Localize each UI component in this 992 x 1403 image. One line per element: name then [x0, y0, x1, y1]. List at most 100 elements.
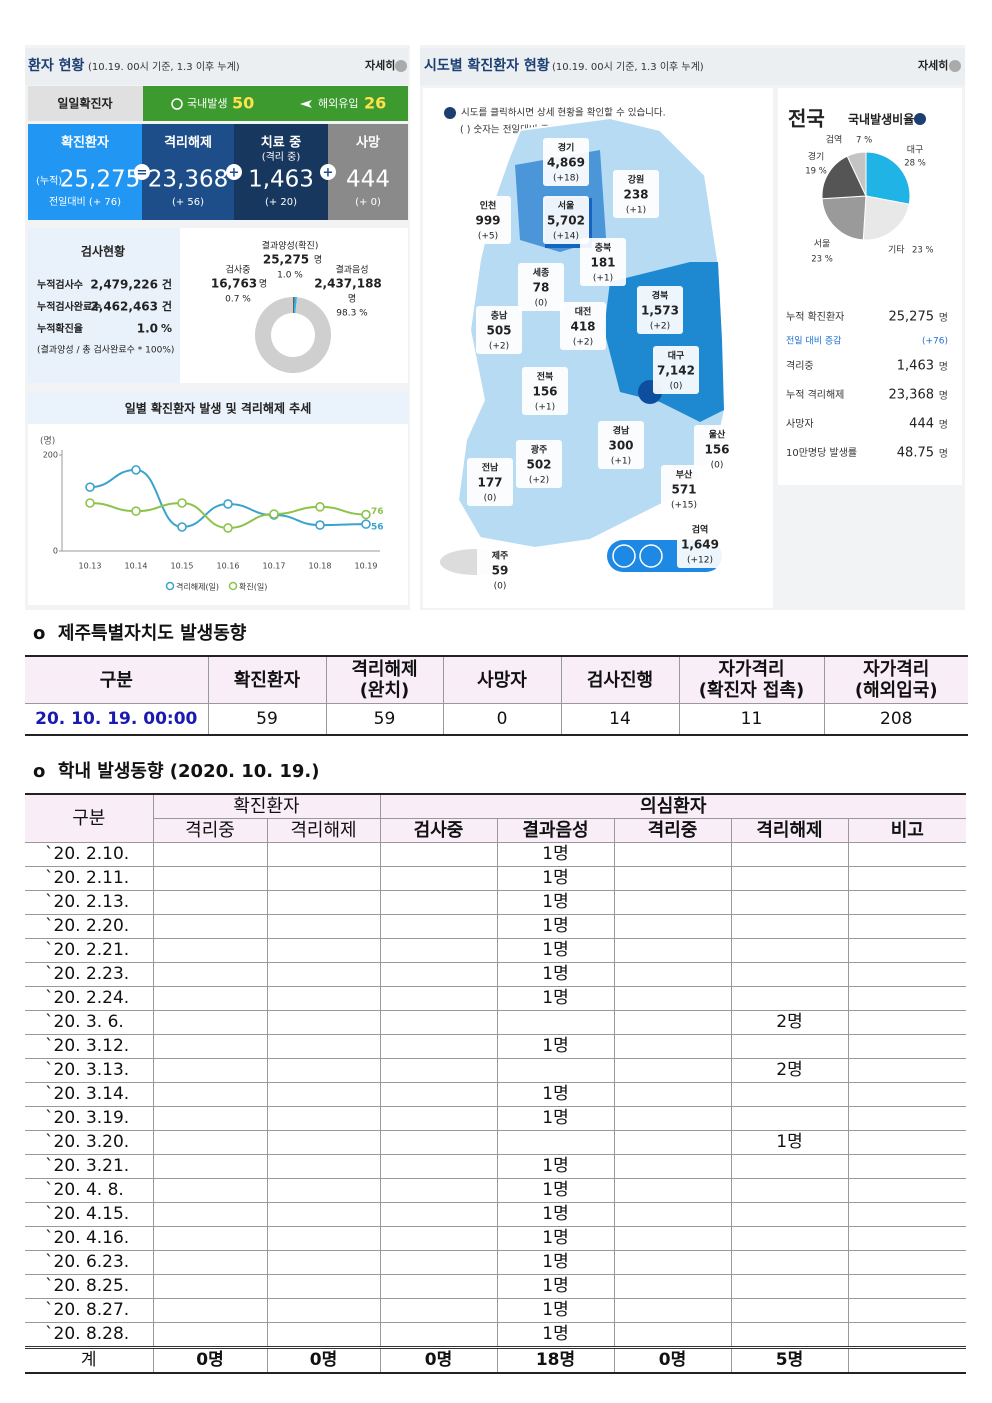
- region-name[interactable]: 전남: [482, 462, 499, 474]
- cell: [613, 938, 732, 963]
- row: 20. 10. 19. 00:00 59 59 0 14 11 208: [25, 703, 968, 736]
- daily-label-box: [28, 86, 143, 121]
- cell: [379, 1274, 498, 1299]
- region-name[interactable]: 부산: [676, 469, 693, 481]
- card-title: 치료 중: [261, 135, 301, 151]
- cell: [847, 1202, 967, 1227]
- tests-value: 1.0: [137, 322, 158, 336]
- region-label-box: [677, 520, 723, 568]
- region-value: 177: [477, 476, 502, 490]
- cell: [730, 986, 849, 1011]
- cell: [266, 1154, 381, 1179]
- cell: 1명: [496, 1250, 615, 1275]
- region-name[interactable]: 전북: [537, 371, 554, 383]
- region-name[interactable]: 인천: [480, 201, 497, 212]
- donut-segment: [293, 297, 295, 314]
- cell: 1명: [496, 1298, 615, 1323]
- cell: [613, 1130, 732, 1155]
- region-name[interactable]: 검역: [692, 524, 709, 536]
- cell: [266, 1322, 381, 1348]
- region-name[interactable]: 대전: [575, 306, 592, 318]
- row: `20. 2.11. 1명: [25, 866, 967, 891]
- point: [85, 498, 95, 508]
- region-name[interactable]: 충북: [595, 242, 612, 254]
- cell: [266, 1082, 381, 1107]
- region-name[interactable]: 충남: [491, 310, 508, 322]
- cell: [847, 1106, 967, 1131]
- region-name[interactable]: 서울: [558, 200, 575, 212]
- cell: [496, 1130, 615, 1155]
- header-cell: 격리해제: [730, 818, 849, 843]
- region-name[interactable]: 세종: [533, 267, 550, 279]
- cell: [613, 1082, 732, 1107]
- cell: 2명: [730, 1010, 849, 1035]
- cell: 1명: [496, 914, 615, 939]
- region-label-box: [598, 421, 644, 469]
- card-title: 확진환자: [61, 135, 109, 151]
- region-name[interactable]: 울산: [709, 429, 726, 441]
- row: `20. 8.28. 1명: [25, 1322, 967, 1348]
- region-value: 156: [532, 385, 557, 399]
- region-change: (+2): [573, 338, 593, 348]
- region-value: 300: [608, 439, 633, 453]
- cell: [613, 962, 732, 987]
- cell: `20. 4.16.: [25, 1226, 154, 1251]
- pie-slice: [846, 151, 867, 197]
- card-sub: 전일대비 (+ 76): [49, 196, 121, 208]
- cell: [730, 842, 849, 867]
- cell: [152, 1226, 268, 1251]
- region-name[interactable]: 경남: [613, 425, 630, 437]
- cell: [266, 1250, 381, 1275]
- cell: 59: [207, 703, 327, 736]
- region-name[interactable]: 경북: [652, 290, 669, 302]
- region-name[interactable]: 강원: [628, 174, 645, 186]
- unit: %: [161, 322, 172, 335]
- region-label-box: [518, 263, 564, 311]
- region-name[interactable]: 제주: [492, 550, 509, 562]
- cell: 계: [25, 1346, 154, 1374]
- cell: [379, 938, 498, 963]
- cell: [152, 938, 268, 963]
- more-link[interactable]: 자세히: [918, 58, 948, 72]
- point: [177, 522, 187, 532]
- cell: 1명: [496, 1274, 615, 1299]
- card: [142, 124, 234, 220]
- cell: [152, 1154, 268, 1179]
- slice-name: 서울: [814, 239, 831, 250]
- more-link[interactable]: 자세히: [365, 58, 395, 72]
- row: `20. 2.24. 1명: [25, 986, 967, 1011]
- region-name[interactable]: 대구: [668, 350, 685, 362]
- data-label: 76: [371, 507, 384, 517]
- region-name[interactable]: 광주: [531, 444, 548, 456]
- header-cell: 구분: [25, 655, 209, 704]
- cell: [847, 890, 967, 915]
- point: [315, 502, 325, 512]
- cell: [847, 1082, 967, 1107]
- unit: 명: [939, 419, 948, 431]
- region-value: 78: [533, 281, 550, 295]
- region-value: 571: [671, 483, 696, 497]
- region-change: (+1): [593, 274, 613, 284]
- help-icon: [914, 113, 926, 125]
- cell: [152, 1298, 268, 1323]
- region-value: 5,702: [547, 214, 585, 228]
- cell: 14: [560, 703, 680, 736]
- cell: [613, 1034, 732, 1059]
- cell: 1명: [496, 866, 615, 891]
- cell: 1명: [496, 1202, 615, 1227]
- cell: [847, 986, 967, 1011]
- region-name[interactable]: 경기: [558, 142, 575, 154]
- cell: [847, 1154, 967, 1179]
- cell: `20. 3.21.: [25, 1154, 154, 1179]
- point: [223, 499, 233, 509]
- region-value: 59: [492, 564, 509, 578]
- tests-title: 검사현황: [81, 244, 125, 259]
- cell: [152, 866, 268, 891]
- row: `20. 3.19. 1명: [25, 1106, 967, 1131]
- region-label-box: [637, 286, 683, 334]
- slice-label: 19 %: [805, 167, 827, 177]
- point: [361, 519, 371, 529]
